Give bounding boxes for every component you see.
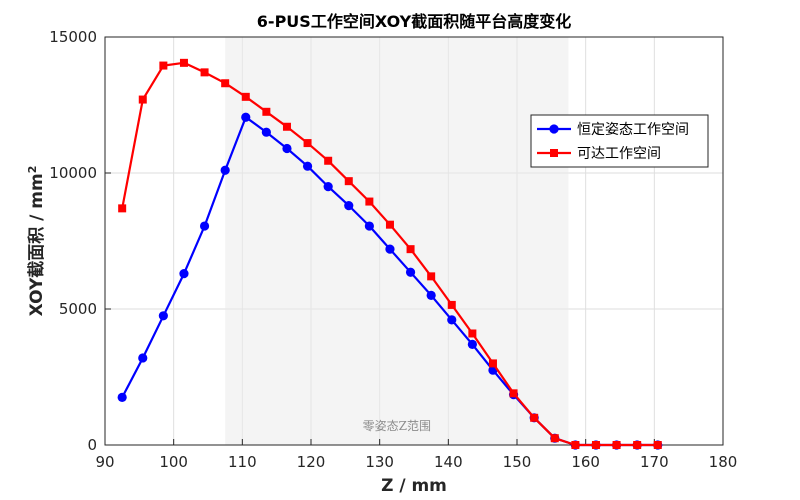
- data-point: [324, 156, 333, 165]
- data-point: [344, 201, 354, 211]
- data-point: [302, 161, 313, 171]
- x-axis-title: Z / mm: [381, 476, 447, 496]
- data-point: [427, 272, 436, 281]
- data-point: [530, 413, 539, 422]
- y-axis-title-text: XOY截面积 / mm: [26, 173, 47, 316]
- data-point: [488, 359, 497, 368]
- data-point: [467, 339, 477, 349]
- data-point: [138, 95, 147, 104]
- data-point: [220, 165, 230, 175]
- y-tick-label: 15000: [49, 28, 97, 46]
- y-tick-label: 5000: [59, 300, 97, 318]
- series-2: [118, 58, 662, 449]
- data-point: [405, 267, 416, 277]
- data-point: [406, 245, 415, 254]
- data-point: [550, 434, 559, 443]
- data-point: [365, 197, 374, 206]
- data-point: [282, 143, 292, 154]
- x-tick-label: 130: [365, 453, 394, 471]
- data-point: [261, 127, 271, 137]
- data-point: [509, 389, 518, 398]
- data-point: [385, 244, 395, 254]
- data-point: [241, 92, 250, 101]
- data-point: [282, 122, 291, 131]
- data-point: [241, 112, 251, 122]
- data-point: [179, 58, 188, 67]
- data-point: [426, 290, 436, 300]
- data-point: [199, 221, 210, 231]
- data-point: [221, 79, 230, 88]
- legend-item: 可达工作空间: [537, 146, 661, 162]
- data-point: [179, 269, 189, 279]
- data-point: [633, 441, 642, 449]
- data-point: [468, 329, 477, 338]
- data-point: [117, 392, 127, 402]
- legend-marker: [550, 149, 558, 157]
- data-point: [323, 182, 333, 192]
- legend-marker: [549, 124, 559, 134]
- data-point: [385, 220, 394, 229]
- series-layer: [117, 58, 663, 450]
- data-point: [262, 107, 271, 116]
- y-axis-title-superscript: 2: [26, 166, 39, 174]
- x-tick-label: 140: [434, 453, 463, 471]
- data-point: [303, 139, 312, 148]
- y-tick-label: 0: [87, 436, 97, 454]
- x-tick-label: 170: [640, 453, 669, 471]
- shaded-region-label: 零姿态Z范围: [363, 419, 431, 433]
- data-point: [612, 441, 621, 449]
- data-point: [447, 300, 456, 309]
- plot-frame: [104, 36, 724, 446]
- y-axis-title: XOY截面积 / mm2: [26, 166, 48, 317]
- axis-ticks: 90 100 110 120 130 140 150 160 170 180 0 5000 10000 1…: [49, 28, 737, 471]
- x-tick-label: 100: [159, 453, 188, 471]
- x-tick-label: 90: [95, 453, 114, 471]
- x-tick-label: 180: [709, 453, 738, 471]
- legend-label: 可达工作空间: [577, 146, 661, 162]
- y-tick-label: 10000: [49, 164, 97, 182]
- data-point: [118, 204, 127, 213]
- data-point: [571, 441, 580, 449]
- data-point: [138, 353, 148, 363]
- shaded-region: 零姿态Z范围: [225, 37, 569, 445]
- x-tick-label: 110: [228, 453, 257, 471]
- x-tick-label: 160: [571, 453, 600, 471]
- data-point: [158, 311, 168, 321]
- shaded-region-band: [225, 37, 569, 445]
- data-point: [344, 177, 353, 186]
- data-point: [200, 68, 209, 77]
- data-point: [364, 221, 374, 231]
- data-point: [447, 315, 457, 325]
- legend-label: 恒定姿态工作空间: [577, 122, 689, 138]
- data-point: [159, 61, 168, 70]
- data-point: [591, 441, 600, 449]
- data-point: [653, 441, 662, 449]
- chart-title: 6-PUS工作空间XOY截面积随平台高度变化: [257, 12, 571, 31]
- legend-box: [530, 114, 709, 168]
- x-tick-label: 150: [503, 453, 532, 471]
- legend-item: 恒定姿态工作空间: [537, 122, 689, 138]
- x-tick-label: 120: [297, 453, 326, 471]
